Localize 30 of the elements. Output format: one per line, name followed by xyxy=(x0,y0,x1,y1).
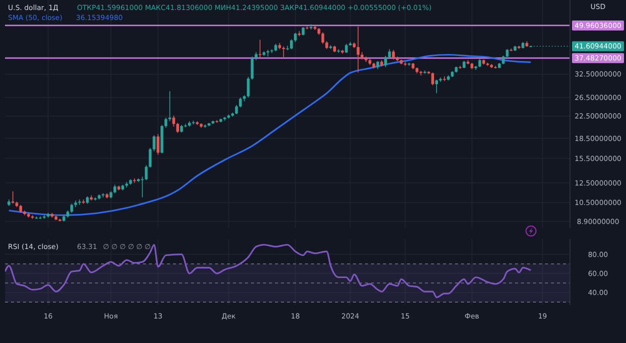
candlestick xyxy=(172,115,176,128)
candlestick xyxy=(133,178,136,184)
candlestick xyxy=(435,79,438,94)
candlestick xyxy=(266,49,270,57)
candlestick xyxy=(176,122,180,134)
candlestick xyxy=(152,134,156,152)
candlestick xyxy=(239,97,242,108)
candlestick xyxy=(294,32,297,42)
line-series xyxy=(8,54,532,216)
candlestick xyxy=(164,117,168,128)
candlestick xyxy=(290,38,293,50)
candlestick xyxy=(286,45,289,51)
candlestick xyxy=(431,72,434,86)
candlestick xyxy=(204,124,207,128)
candlestick xyxy=(420,70,422,76)
candlestick xyxy=(102,192,104,198)
candlestick xyxy=(321,32,324,44)
line-series xyxy=(5,244,532,298)
candlestick xyxy=(356,26,360,73)
candlestick xyxy=(156,134,160,156)
candlestick xyxy=(384,56,387,68)
candlestick xyxy=(392,49,395,60)
candlestick xyxy=(282,46,285,58)
candlestick xyxy=(78,199,81,206)
candlestick xyxy=(258,39,262,58)
candlestick xyxy=(344,43,348,54)
candlestick xyxy=(310,24,312,30)
candlestick xyxy=(235,104,238,114)
candlestick xyxy=(408,62,411,66)
candlestick xyxy=(215,120,218,124)
